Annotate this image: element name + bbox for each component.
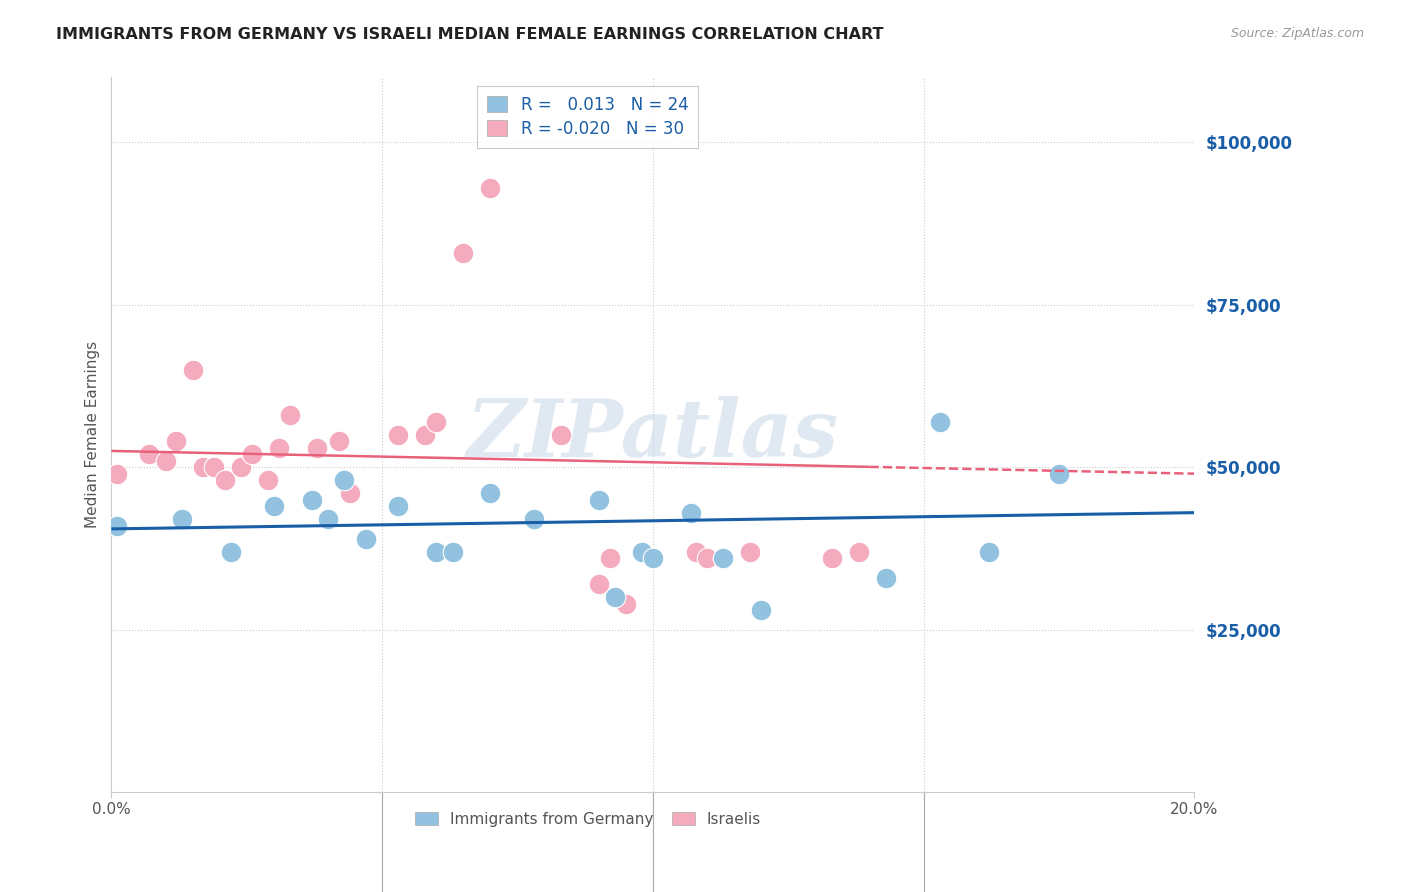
Point <box>263 499 285 513</box>
Point <box>328 434 350 449</box>
Point <box>749 603 772 617</box>
Point <box>181 363 204 377</box>
Point <box>354 532 377 546</box>
Point <box>219 544 242 558</box>
Point <box>307 441 329 455</box>
Text: IMMIGRANTS FROM GERMANY VS ISRAELI MEDIAN FEMALE EARNINGS CORRELATION CHART: IMMIGRANTS FROM GERMANY VS ISRAELI MEDIA… <box>56 27 884 42</box>
Point <box>614 597 637 611</box>
Point <box>1047 467 1070 481</box>
Point <box>479 486 502 500</box>
Point <box>696 551 718 566</box>
Point <box>387 499 409 513</box>
Point <box>269 441 291 455</box>
Point <box>550 427 572 442</box>
Legend: Immigrants from Germany, Israelis: Immigrants from Germany, Israelis <box>408 804 769 834</box>
Point <box>523 512 546 526</box>
Point <box>820 551 842 566</box>
Point <box>240 447 263 461</box>
Point <box>387 427 409 442</box>
Point <box>301 492 323 507</box>
Point <box>214 473 236 487</box>
Point <box>977 544 1000 558</box>
Point <box>875 571 897 585</box>
Point <box>231 460 253 475</box>
Point <box>453 245 475 260</box>
Text: Source: ZipAtlas.com: Source: ZipAtlas.com <box>1230 27 1364 40</box>
Point <box>278 408 301 422</box>
Point <box>848 544 870 558</box>
Point <box>165 434 187 449</box>
Point <box>105 518 128 533</box>
Point <box>257 473 280 487</box>
Point <box>641 551 664 566</box>
Point <box>415 427 437 442</box>
Point <box>588 577 610 591</box>
Point <box>333 473 356 487</box>
Point <box>425 415 447 429</box>
Point <box>202 460 225 475</box>
Y-axis label: Median Female Earnings: Median Female Earnings <box>86 341 100 528</box>
Point <box>588 492 610 507</box>
Point <box>685 544 707 558</box>
Point <box>599 551 621 566</box>
Point <box>679 506 702 520</box>
Point <box>170 512 193 526</box>
Point <box>929 415 952 429</box>
Point <box>479 181 502 195</box>
Point <box>441 544 464 558</box>
Point <box>138 447 160 461</box>
Point <box>316 512 339 526</box>
Point <box>105 467 128 481</box>
Point <box>193 460 215 475</box>
Point <box>339 486 361 500</box>
Point <box>425 544 447 558</box>
Point <box>740 544 762 558</box>
Point <box>603 590 626 604</box>
Text: ZIPatlas: ZIPatlas <box>467 396 839 474</box>
Point <box>155 453 177 467</box>
Point <box>711 551 734 566</box>
Point <box>631 544 654 558</box>
